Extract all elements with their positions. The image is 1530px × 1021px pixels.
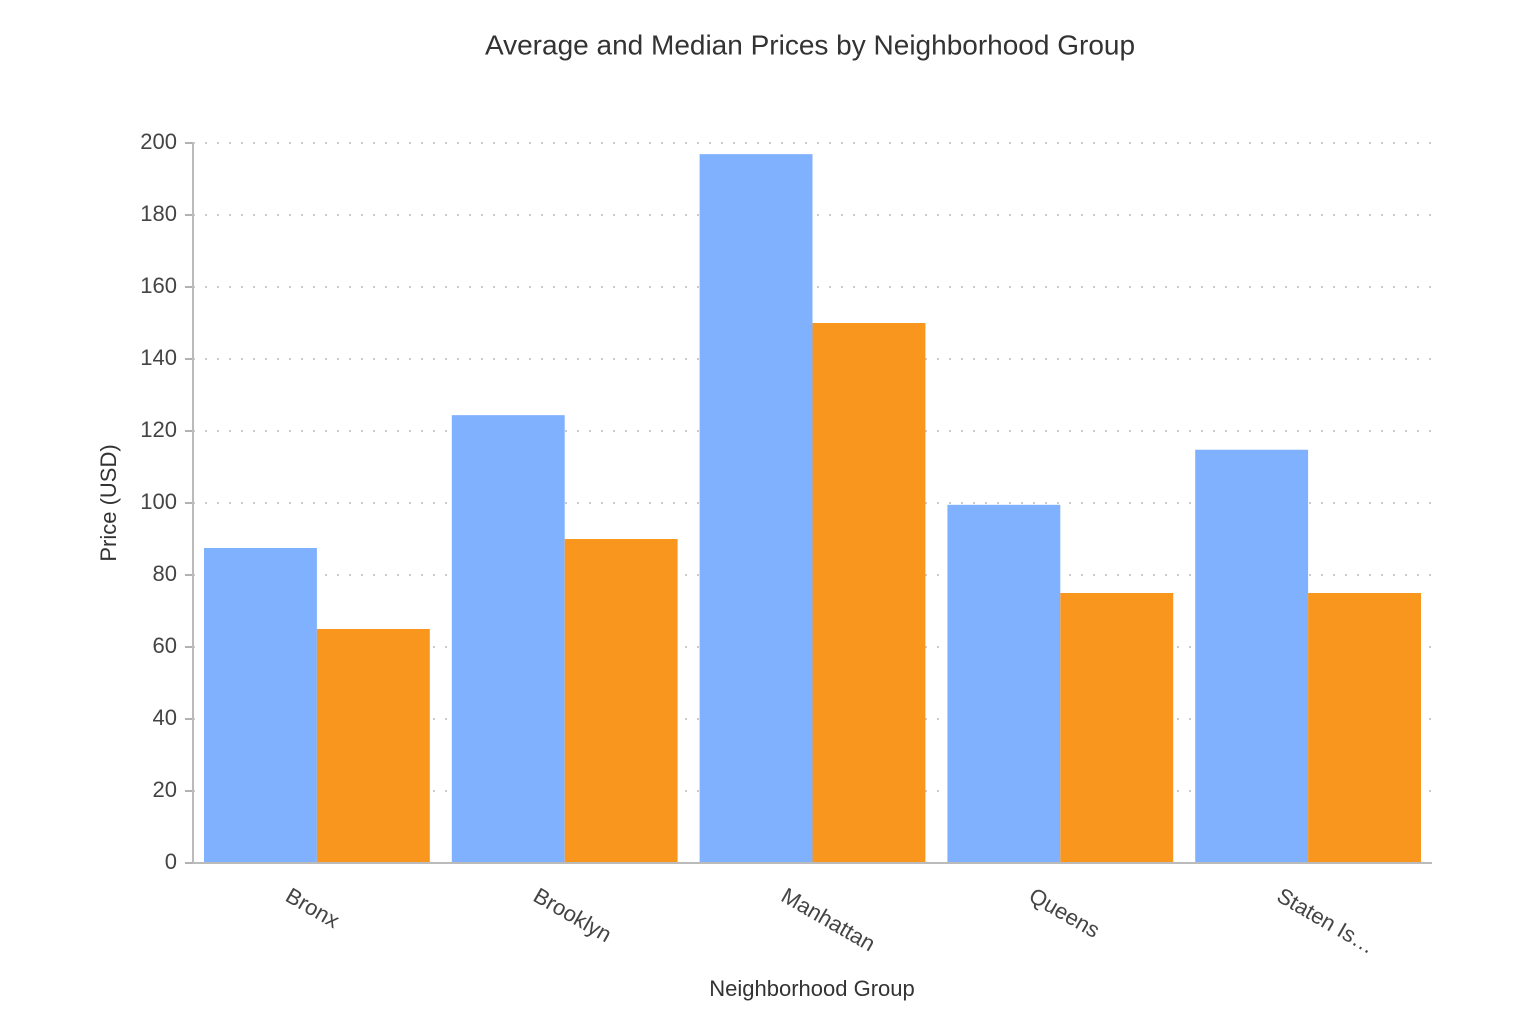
x-tick-label: Brooklyn (529, 883, 616, 947)
y-tick-label: 40 (153, 705, 177, 730)
bar (1195, 449, 1309, 863)
bar (812, 323, 926, 863)
y-tick-label: 80 (153, 561, 177, 586)
x-tick-label: Bronx (281, 883, 343, 933)
y-tick-label: 100 (140, 489, 177, 514)
chart-title: Average and Median Prices by Neighborhoo… (485, 29, 1135, 60)
bar (204, 548, 317, 863)
y-tick-label: 60 (153, 633, 177, 658)
y-tick-label: 120 (140, 417, 177, 442)
x-tick-label: Queens (1025, 883, 1104, 943)
y-tick-label: 180 (140, 201, 177, 226)
bar (564, 539, 678, 863)
bar (947, 504, 1061, 863)
y-tick-label: 20 (153, 777, 177, 802)
bar (1308, 593, 1421, 863)
y-tick-label: 140 (140, 345, 177, 370)
x-tick-label: Manhattan (777, 883, 880, 957)
y-tick-label: 160 (140, 273, 177, 298)
x-tick-label: Staten Is… (1273, 883, 1380, 959)
y-axis-title: Price (USD) (96, 444, 121, 561)
bar (1060, 593, 1174, 863)
bar (316, 629, 430, 863)
x-axis-title: Neighborhood Group (709, 976, 914, 1001)
y-tick-label: 200 (140, 129, 177, 154)
y-tick-label: 0 (165, 849, 177, 874)
bar (451, 415, 565, 863)
bar (699, 154, 813, 863)
